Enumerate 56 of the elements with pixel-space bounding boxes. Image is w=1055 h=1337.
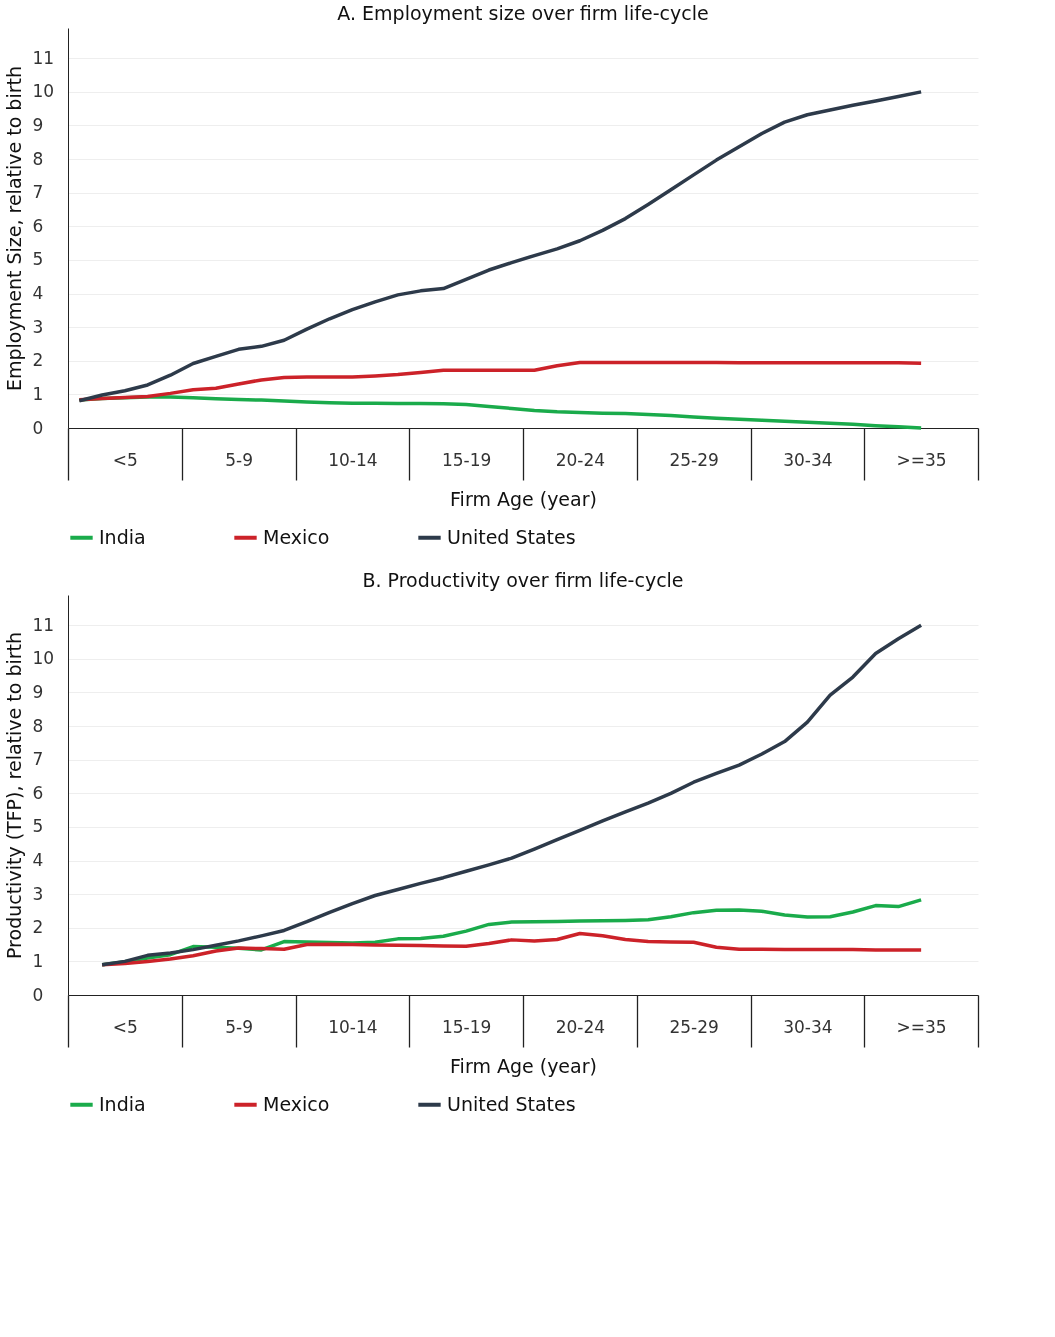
y-tick-label: 3: [32, 316, 44, 337]
x-tick-label: 20-24: [555, 1016, 606, 1037]
y-tick-label: 7: [32, 749, 44, 770]
x-tick-label: 15-19: [441, 449, 492, 470]
y-tick-label: 5: [32, 816, 44, 837]
line-series: [77, 395, 923, 430]
y-tick-label: 10: [32, 648, 55, 669]
y-tick-label: 8: [32, 715, 44, 736]
x-tick-label: 30-34: [783, 1016, 833, 1037]
legend-label: Mexico: [263, 1092, 330, 1115]
y-tick-label: 5: [32, 249, 44, 270]
line-series: [77, 360, 923, 402]
y-tick-label: 9: [32, 114, 44, 135]
x-tick-label: 15-19: [441, 1016, 492, 1037]
x-tick-label: 25-29: [669, 1016, 719, 1037]
x-tick-label: 30-34: [783, 449, 833, 470]
x-tick-label: 10-14: [328, 1016, 378, 1037]
x-tick-label: >=35: [896, 1016, 947, 1037]
y-tick-label: 0: [32, 417, 44, 438]
x-axis-title: Firm Age (year): [450, 1055, 597, 1078]
x-tick-label: 20-24: [555, 449, 606, 470]
y-axis-title: Employment Size, relative to birth: [2, 66, 25, 391]
x-tick-label: <5: [112, 1016, 138, 1037]
y-tick-label: 1: [32, 950, 44, 971]
chart-title: B. Productivity over firm life-cycle: [362, 569, 684, 591]
x-tick-label: >=35: [896, 449, 947, 470]
line-series: [77, 90, 923, 403]
y-tick-label: 2: [32, 350, 44, 371]
y-tick-label: 11: [32, 614, 55, 635]
line-series: [100, 623, 923, 967]
y-tick-label: 9: [32, 681, 44, 702]
x-tick-label: 25-29: [669, 449, 719, 470]
y-tick-label: 8: [32, 148, 44, 169]
y-tick-label: 3: [32, 883, 44, 904]
y-tick-label: 6: [32, 215, 44, 236]
y-axis-title: Productivity (TFP), relative to birth: [2, 631, 25, 960]
y-tick-label: 11: [32, 47, 55, 68]
y-tick-label: 4: [32, 283, 44, 304]
legend-label: United States: [447, 525, 576, 548]
x-tick-label: 5-9: [225, 449, 254, 470]
x-tick-label: 5-9: [225, 1016, 254, 1037]
y-tick-label: 7: [32, 182, 44, 203]
y-tick-label: 10: [32, 81, 55, 102]
y-tick-label: 2: [32, 917, 44, 938]
legend-label: India: [99, 1092, 146, 1115]
y-tick-label: 4: [32, 850, 44, 871]
y-tick-label: 6: [32, 782, 44, 803]
y-tick-label: 1: [32, 383, 44, 404]
y-tick-label: 0: [32, 984, 44, 1005]
legend-label: United States: [447, 1092, 576, 1115]
legend-label: Mexico: [263, 525, 330, 548]
chart-title: A. Employment size over firm life-cycle: [337, 2, 709, 24]
legend-label: India: [99, 525, 146, 548]
x-axis-title: Firm Age (year): [450, 488, 597, 511]
x-tick-label: <5: [112, 449, 138, 470]
x-tick-label: 10-14: [328, 449, 378, 470]
